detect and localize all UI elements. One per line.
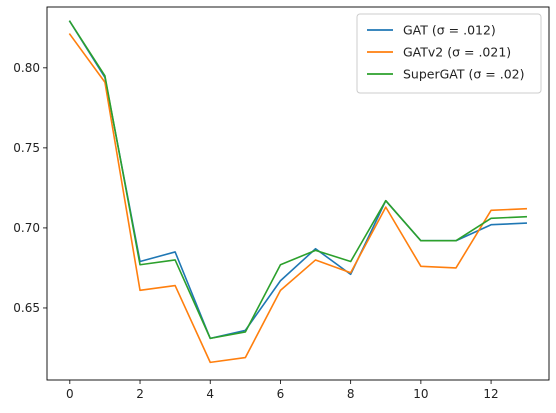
axes-frame bbox=[46, 6, 550, 381]
x-tick-label: 8 bbox=[347, 387, 355, 401]
x-tick-label: 0 bbox=[66, 387, 74, 401]
y-tick-label: 0.75 bbox=[13, 141, 40, 155]
series-line-3 bbox=[68, 20, 528, 340]
legend-label-2: GATv2 (σ = .021) bbox=[403, 45, 511, 60]
x-tick-label: 4 bbox=[206, 387, 214, 401]
series-line-2 bbox=[68, 33, 528, 364]
legend-label-3: SuperGAT (σ = .02) bbox=[403, 67, 524, 82]
y-tick-label: 0.80 bbox=[13, 61, 40, 75]
x-tick-label: 2 bbox=[136, 387, 144, 401]
x-tick-label: 6 bbox=[277, 387, 285, 401]
x-axis: 0 2 4 6 8 10 12 bbox=[66, 380, 499, 401]
series-layer bbox=[68, 20, 528, 364]
y-axis: 0.65 0.70 0.75 0.80 bbox=[13, 61, 47, 315]
x-tick-label: 12 bbox=[483, 387, 498, 401]
y-tick-label: 0.65 bbox=[13, 301, 40, 315]
legend-label-1: GAT (σ = .012) bbox=[403, 23, 496, 38]
legend-box bbox=[356, 13, 542, 94]
x-tick-label: 10 bbox=[413, 387, 428, 401]
y-tick-label: 0.70 bbox=[13, 221, 40, 235]
legend: GAT (σ = .012) GATv2 (σ = .021) SuperGAT (… bbox=[356, 13, 542, 94]
